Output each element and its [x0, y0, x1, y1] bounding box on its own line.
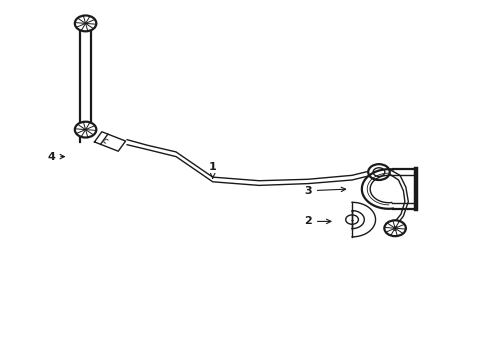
- Circle shape: [367, 164, 389, 180]
- Text: 2: 2: [304, 216, 330, 226]
- Circle shape: [75, 122, 96, 138]
- Text: c: c: [101, 135, 109, 145]
- Text: 3: 3: [304, 186, 345, 196]
- Text: 4: 4: [47, 152, 64, 162]
- Circle shape: [75, 15, 96, 31]
- Text: c: c: [392, 224, 397, 233]
- Circle shape: [384, 220, 405, 236]
- Text: 1: 1: [208, 162, 216, 178]
